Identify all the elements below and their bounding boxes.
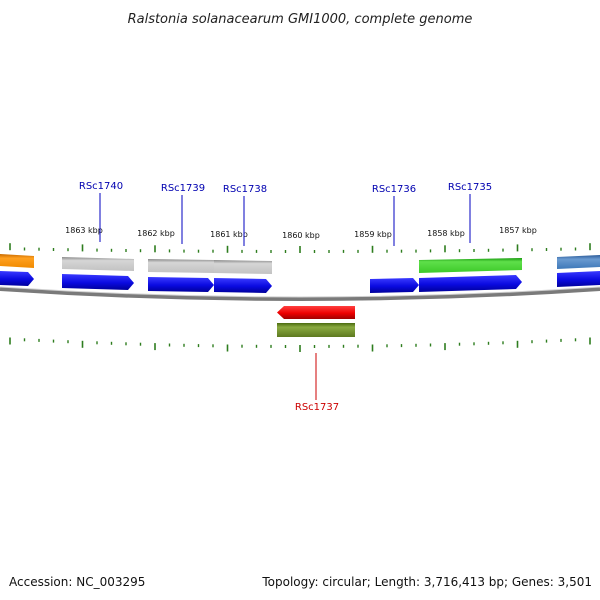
cds-forward-right-edge[interactable]: [557, 271, 600, 287]
scale-label-1860: 1860 kbp: [282, 231, 320, 240]
cds-rsc1738[interactable]: [214, 278, 272, 293]
feature-grey-1[interactable]: [62, 257, 134, 271]
gene-label-rsc1737[interactable]: RSc1737: [295, 402, 339, 413]
gene-label-rsc1736[interactable]: RSc1736: [372, 184, 416, 195]
scale-label-1857: 1857 kbp: [499, 226, 537, 235]
feature-steelblue[interactable]: [557, 255, 600, 269]
feature-track: [0, 254, 600, 274]
cds-rsc1737[interactable]: [277, 306, 355, 319]
cds-rsc1736[interactable]: [370, 278, 419, 293]
scale-label-1859: 1859 kbp: [354, 230, 392, 239]
gene-label-rsc1740[interactable]: RSc1740: [79, 181, 123, 192]
cds-rsc1740[interactable]: [62, 274, 134, 290]
map-title: Ralstonia solanacearum GMI1000, complete…: [128, 12, 473, 27]
scale-label-1862: 1862 kbp: [137, 229, 175, 238]
cds-rsc1735[interactable]: [419, 275, 522, 292]
feature-grey-2[interactable]: [148, 259, 214, 273]
gene-label-rsc1739[interactable]: RSc1739: [161, 183, 205, 194]
genome-summary-text: Topology: circular; Length: 3,716,413 bp…: [261, 575, 592, 589]
outer-tick-row: [9, 243, 591, 253]
cds-forward-left-edge[interactable]: [0, 271, 34, 286]
gene-leader-lines: [99, 193, 471, 400]
feature-orange[interactable]: [0, 254, 34, 268]
gene-labels: RSc1740 RSc1739 RSc1738 RSc1736 RSc1735 …: [79, 181, 492, 413]
genome-backbone: [0, 287, 600, 301]
gene-label-rsc1738[interactable]: RSc1738: [223, 184, 267, 195]
scale-label-1863: 1863 kbp: [65, 226, 103, 235]
gene-label-rsc1735[interactable]: RSc1735: [448, 182, 492, 193]
genome-backbone-highlight: [0, 286, 600, 298]
scale-label-1858: 1858 kbp: [427, 229, 465, 238]
feature-olive[interactable]: [277, 323, 355, 337]
accession-text: Accession: NC_003295: [9, 575, 145, 589]
inner-tick-row: [9, 337, 591, 352]
feature-grey-3[interactable]: [214, 260, 272, 274]
cds-rsc1739[interactable]: [148, 277, 214, 292]
scale-labels: 1863 kbp 1862 kbp 1861 kbp 1860 kbp 1859…: [65, 226, 537, 240]
forward-cds-track: [0, 271, 600, 293]
feature-green[interactable]: [419, 258, 522, 273]
scale-label-1861: 1861 kbp: [210, 230, 248, 239]
